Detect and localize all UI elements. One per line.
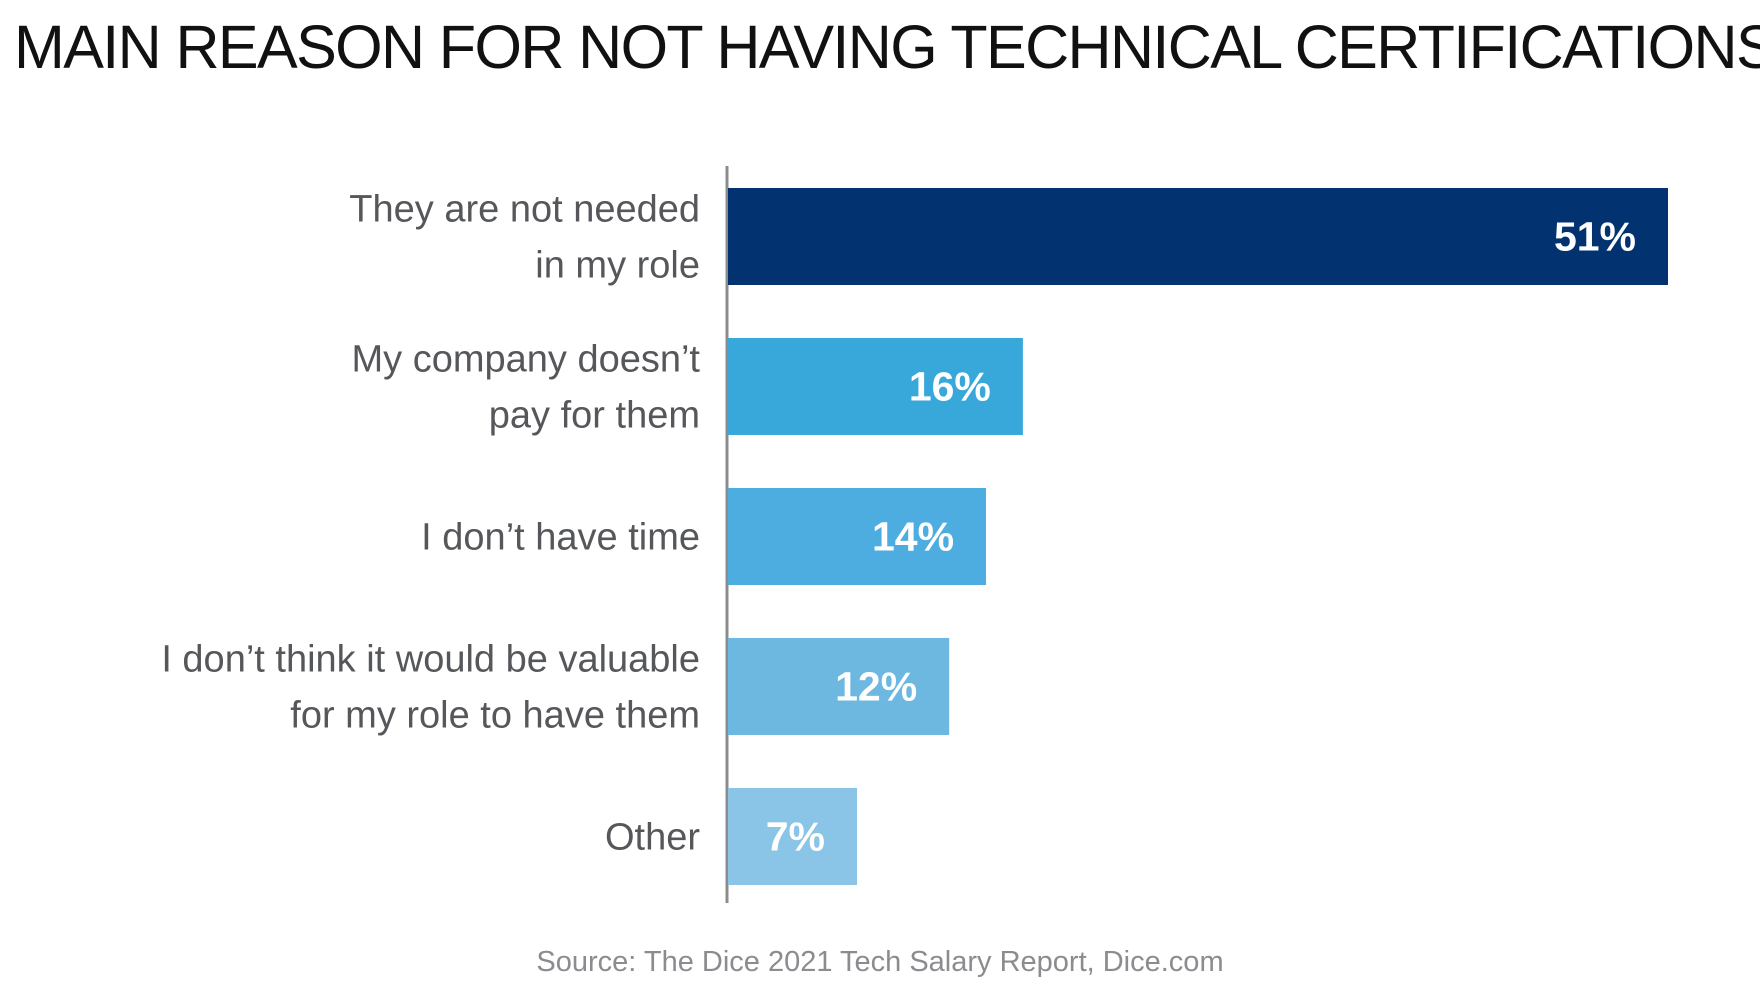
bar-3	[728, 638, 950, 735]
bar-value-label-3: 12%	[835, 664, 917, 710]
category-label-1-line-0: My company doesn’t	[352, 339, 701, 381]
chart-title: MAIN REASON FOR NOT HAVING TECHNICAL CER…	[14, 13, 1760, 81]
value-labels-group: 51% 16% 14% 12% 7%	[766, 214, 1636, 860]
category-label-3-line-0: I don’t think it would be valuable	[161, 639, 700, 681]
bar-value-label-2: 14%	[872, 514, 954, 560]
bar-value-label-1: 16%	[909, 364, 991, 410]
category-label-2-line-0: I don’t have time	[421, 517, 700, 559]
category-label-0-line-1: in my role	[535, 245, 700, 287]
category-label-3-line-1: for my role to have them	[290, 695, 700, 737]
source-note: Source: The Dice 2021 Tech Salary Report…	[536, 946, 1224, 978]
bar-0	[728, 188, 1668, 285]
category-label-0-line-0: They are not needed	[349, 189, 700, 231]
bar-2	[728, 488, 987, 585]
category-label-4-line-0: Other	[605, 817, 700, 859]
category-labels-group: They are not needed in my role My company …	[161, 189, 700, 859]
bars-group	[728, 188, 1668, 885]
bar-value-label-0: 51%	[1554, 214, 1636, 260]
category-label-1-line-1: pay for them	[489, 395, 700, 437]
bar-1	[728, 338, 1023, 435]
bar-4	[728, 788, 858, 885]
bar-value-label-4: 7%	[766, 814, 825, 860]
